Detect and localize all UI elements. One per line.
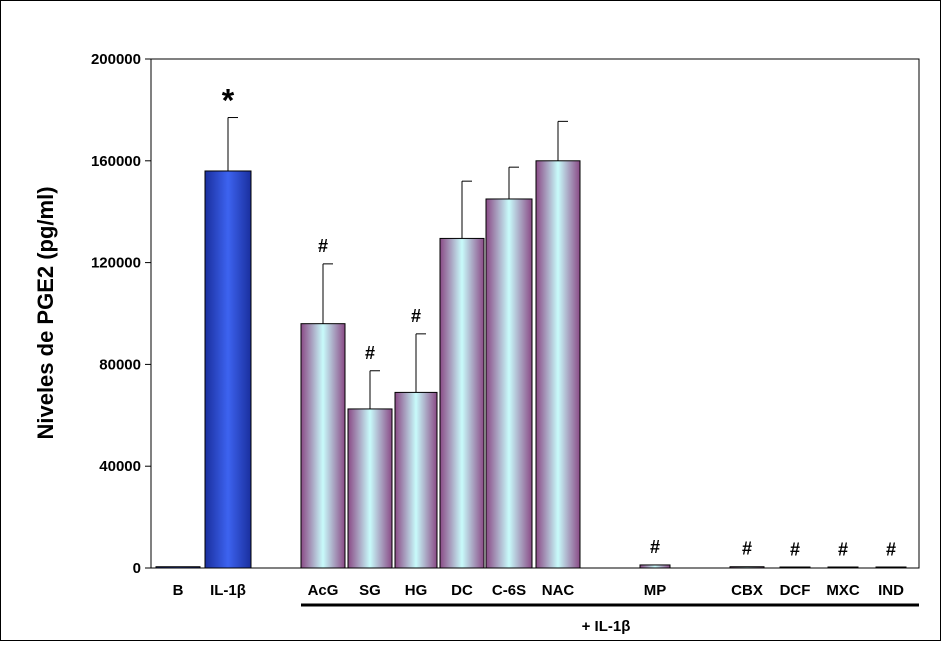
x-tick-label: SG: [359, 582, 381, 599]
significance-mark: #: [742, 539, 752, 559]
significance-mark: #: [411, 306, 421, 326]
x-tick-label: DC: [451, 582, 473, 599]
bar-mp: [639, 564, 671, 569]
x-tick-label: HG: [405, 582, 428, 599]
significance-mark: #: [838, 539, 848, 559]
x-tick-label: IL-1β: [210, 582, 246, 599]
bar-nac: [535, 160, 581, 569]
bar-sg: [347, 408, 393, 569]
y-tick-label: 40000: [99, 458, 141, 475]
plot-area: [150, 58, 920, 569]
bar-il-1β: [204, 170, 252, 569]
bar-c-6s: [485, 198, 533, 569]
x-tick-label: CBX: [731, 582, 763, 599]
significance-mark: #: [318, 236, 328, 256]
bar-acg: [300, 323, 346, 569]
y-axis-label: Niveles de PGE2 (pg/ml): [33, 186, 58, 439]
y-tick-label: 200000: [91, 51, 141, 68]
bar-dcf: [779, 566, 811, 569]
x-tick-label: MP: [644, 582, 667, 599]
y-tick-label: 160000: [91, 153, 141, 170]
y-tick-label: 80000: [99, 356, 141, 373]
bar-mxc: [827, 566, 859, 569]
x-tick-label: AcG: [308, 582, 339, 599]
significance-mark: #: [790, 539, 800, 559]
x-tick-label: C-6S: [492, 582, 526, 599]
y-tick-label: 120000: [91, 255, 141, 272]
bar-hg: [394, 391, 438, 569]
bar-dc: [439, 237, 485, 569]
significance-mark: #: [365, 343, 375, 363]
x-tick-label: NAC: [542, 582, 575, 599]
x-tick-label: MXC: [826, 582, 860, 599]
bar-b: [155, 566, 201, 569]
x-tick-label: B: [173, 582, 184, 599]
bar-ind: [875, 566, 907, 569]
significance-mark: *: [222, 83, 235, 119]
x-tick-label: IND: [878, 582, 904, 599]
bar-cbx: [729, 566, 765, 569]
x-tick-label: DCF: [780, 582, 811, 599]
significance-mark: #: [886, 539, 896, 559]
group-label: + IL-1β: [582, 618, 631, 635]
y-tick-label: 0: [133, 560, 141, 577]
significance-mark: #: [650, 537, 660, 557]
